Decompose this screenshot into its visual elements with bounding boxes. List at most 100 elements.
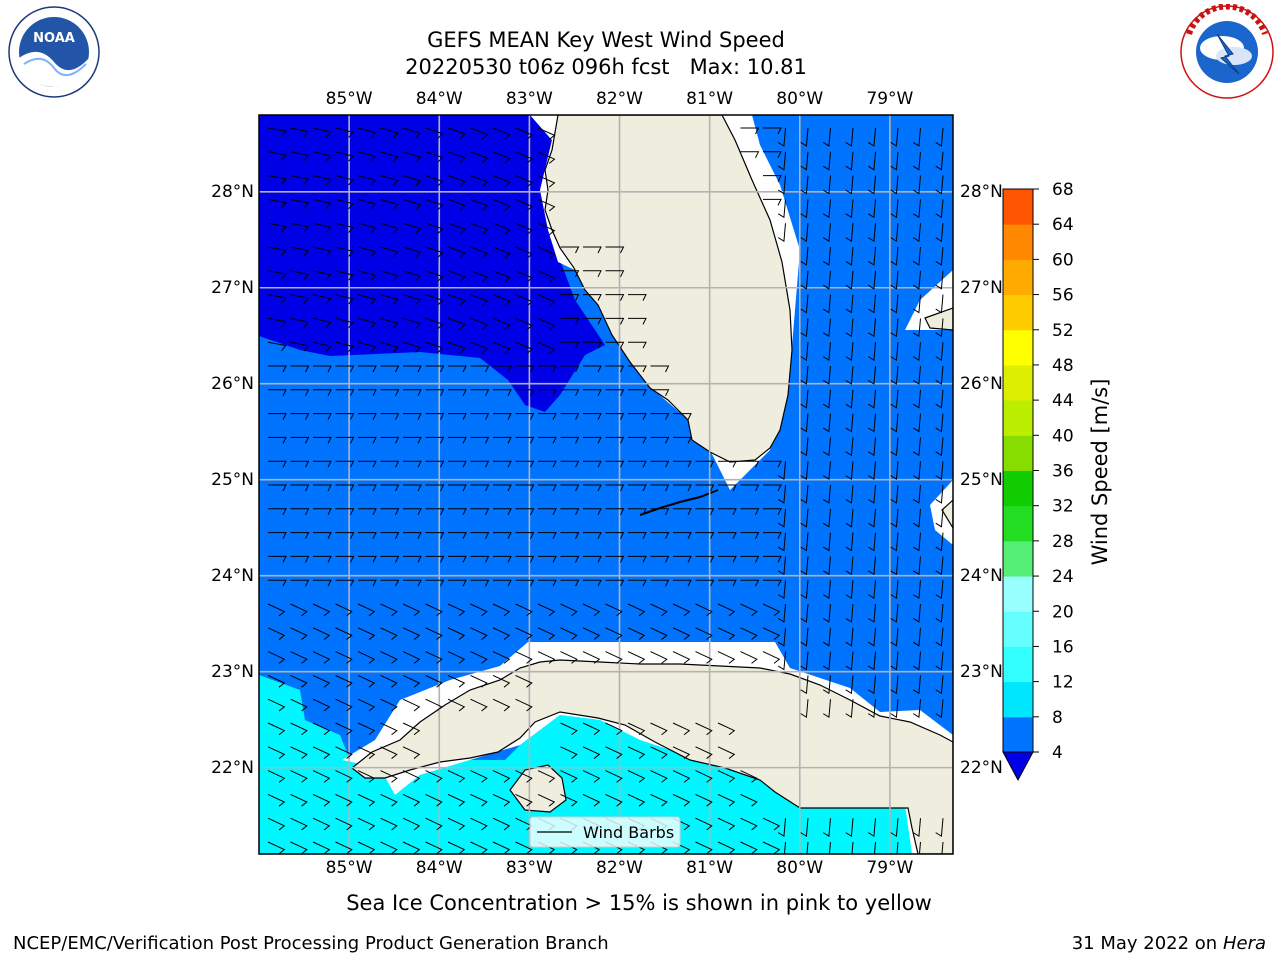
wind-barb <box>312 674 331 688</box>
wind-barb <box>890 223 899 242</box>
wind-barb <box>492 294 511 307</box>
lon-tick-label-top: 81°W <box>686 89 734 109</box>
wind-barb <box>267 651 286 664</box>
wind-barb <box>493 532 512 539</box>
wind-barb <box>867 675 876 695</box>
wind-barb <box>583 508 602 516</box>
wind-barb <box>267 746 286 759</box>
wind-barb <box>740 151 760 159</box>
lon-tick-label-top: 79°W <box>866 89 914 109</box>
wind-barb <box>890 580 899 599</box>
wind-barb <box>890 603 899 623</box>
wind-barb <box>493 579 512 587</box>
wind-barb <box>357 793 376 807</box>
wind-barb <box>740 603 758 617</box>
wind-barb <box>470 175 489 187</box>
wind-barb <box>358 436 377 444</box>
wind-barb <box>312 222 332 233</box>
wind-barb <box>650 365 670 373</box>
wind-barb <box>822 365 831 385</box>
wind-barb <box>800 603 809 623</box>
wind-barb <box>380 722 398 736</box>
wind-barb <box>447 127 466 140</box>
wind-barb <box>448 555 467 563</box>
wind-barb <box>935 270 944 290</box>
wind-barb <box>357 151 377 162</box>
wind-barb <box>867 461 876 480</box>
wind-barb <box>935 199 944 219</box>
wind-barb <box>740 793 758 807</box>
colorbar-segment <box>1003 294 1033 331</box>
wind-barb <box>845 175 854 195</box>
wind-barb <box>867 223 876 242</box>
wind-barb <box>935 461 944 480</box>
wind-barb <box>890 318 899 338</box>
wind-barb <box>867 437 876 457</box>
wind-barb <box>867 175 876 195</box>
wind-barb <box>335 413 355 420</box>
wind-barb <box>290 389 310 397</box>
wind-barb <box>267 151 287 161</box>
wind-barb <box>777 603 786 623</box>
wind-barb <box>335 365 355 373</box>
wind-barb <box>717 770 736 783</box>
wind-barb <box>867 484 876 504</box>
wind-barb <box>783 841 786 854</box>
wind-barb <box>935 127 944 147</box>
wind-barb <box>890 246 899 266</box>
wind-barb <box>290 198 310 209</box>
footer-date-text: 31 May 2022 on <box>1071 933 1218 954</box>
wind-barb <box>695 579 715 587</box>
wind-barb <box>380 389 400 397</box>
wind-barb <box>845 651 854 671</box>
wind-barb <box>515 365 535 373</box>
wind-barb <box>267 627 286 640</box>
wind-barb <box>740 555 760 563</box>
wind-barb <box>448 532 467 539</box>
wind-barb <box>845 151 854 171</box>
wind-barb <box>845 342 854 361</box>
wind-barb <box>493 460 512 468</box>
wind-barb <box>867 365 876 385</box>
wind-barb <box>357 246 377 257</box>
wind-barb <box>822 532 831 552</box>
lat-tick-label-left: 28°N <box>211 181 254 202</box>
wind-barb <box>290 555 310 563</box>
coastal-fringe-bahamas-south <box>930 480 953 545</box>
wind-barb <box>890 651 899 671</box>
lat-tick-label-left: 27°N <box>211 277 254 298</box>
wind-barb <box>447 317 466 330</box>
wind-barb <box>605 365 625 373</box>
wind-barb <box>912 175 921 195</box>
wind-barb <box>312 770 331 783</box>
wind-barb <box>777 627 786 647</box>
wind-barb <box>800 556 809 576</box>
wind-barb <box>425 698 443 712</box>
wind-barb <box>357 627 376 640</box>
wind-barb <box>800 818 809 837</box>
wind-barb <box>763 532 782 539</box>
wind-barb <box>628 413 647 420</box>
wind-barb <box>267 770 286 783</box>
wind-barb <box>515 222 534 235</box>
wind-barb <box>492 222 511 235</box>
wind-barb <box>447 793 466 807</box>
wind-barb <box>267 341 287 352</box>
wind-barb <box>560 651 578 664</box>
wind-barb <box>740 127 760 135</box>
wind-barb <box>290 436 310 444</box>
wind-barb <box>628 579 647 587</box>
wind-barb <box>267 246 287 256</box>
wind-barb <box>312 698 331 712</box>
wind-barb <box>890 532 899 552</box>
wind-barb <box>425 317 444 330</box>
wind-barb <box>800 342 809 361</box>
lon-tick-label-bottom: 80°W <box>776 858 824 878</box>
wind-barb <box>312 603 331 617</box>
wind-barb <box>538 365 557 373</box>
wind-barb <box>268 436 287 444</box>
colorbar-segment <box>1003 505 1033 542</box>
wind-barb <box>335 222 354 233</box>
wind-barb <box>717 627 736 640</box>
wind-barb <box>537 222 556 236</box>
